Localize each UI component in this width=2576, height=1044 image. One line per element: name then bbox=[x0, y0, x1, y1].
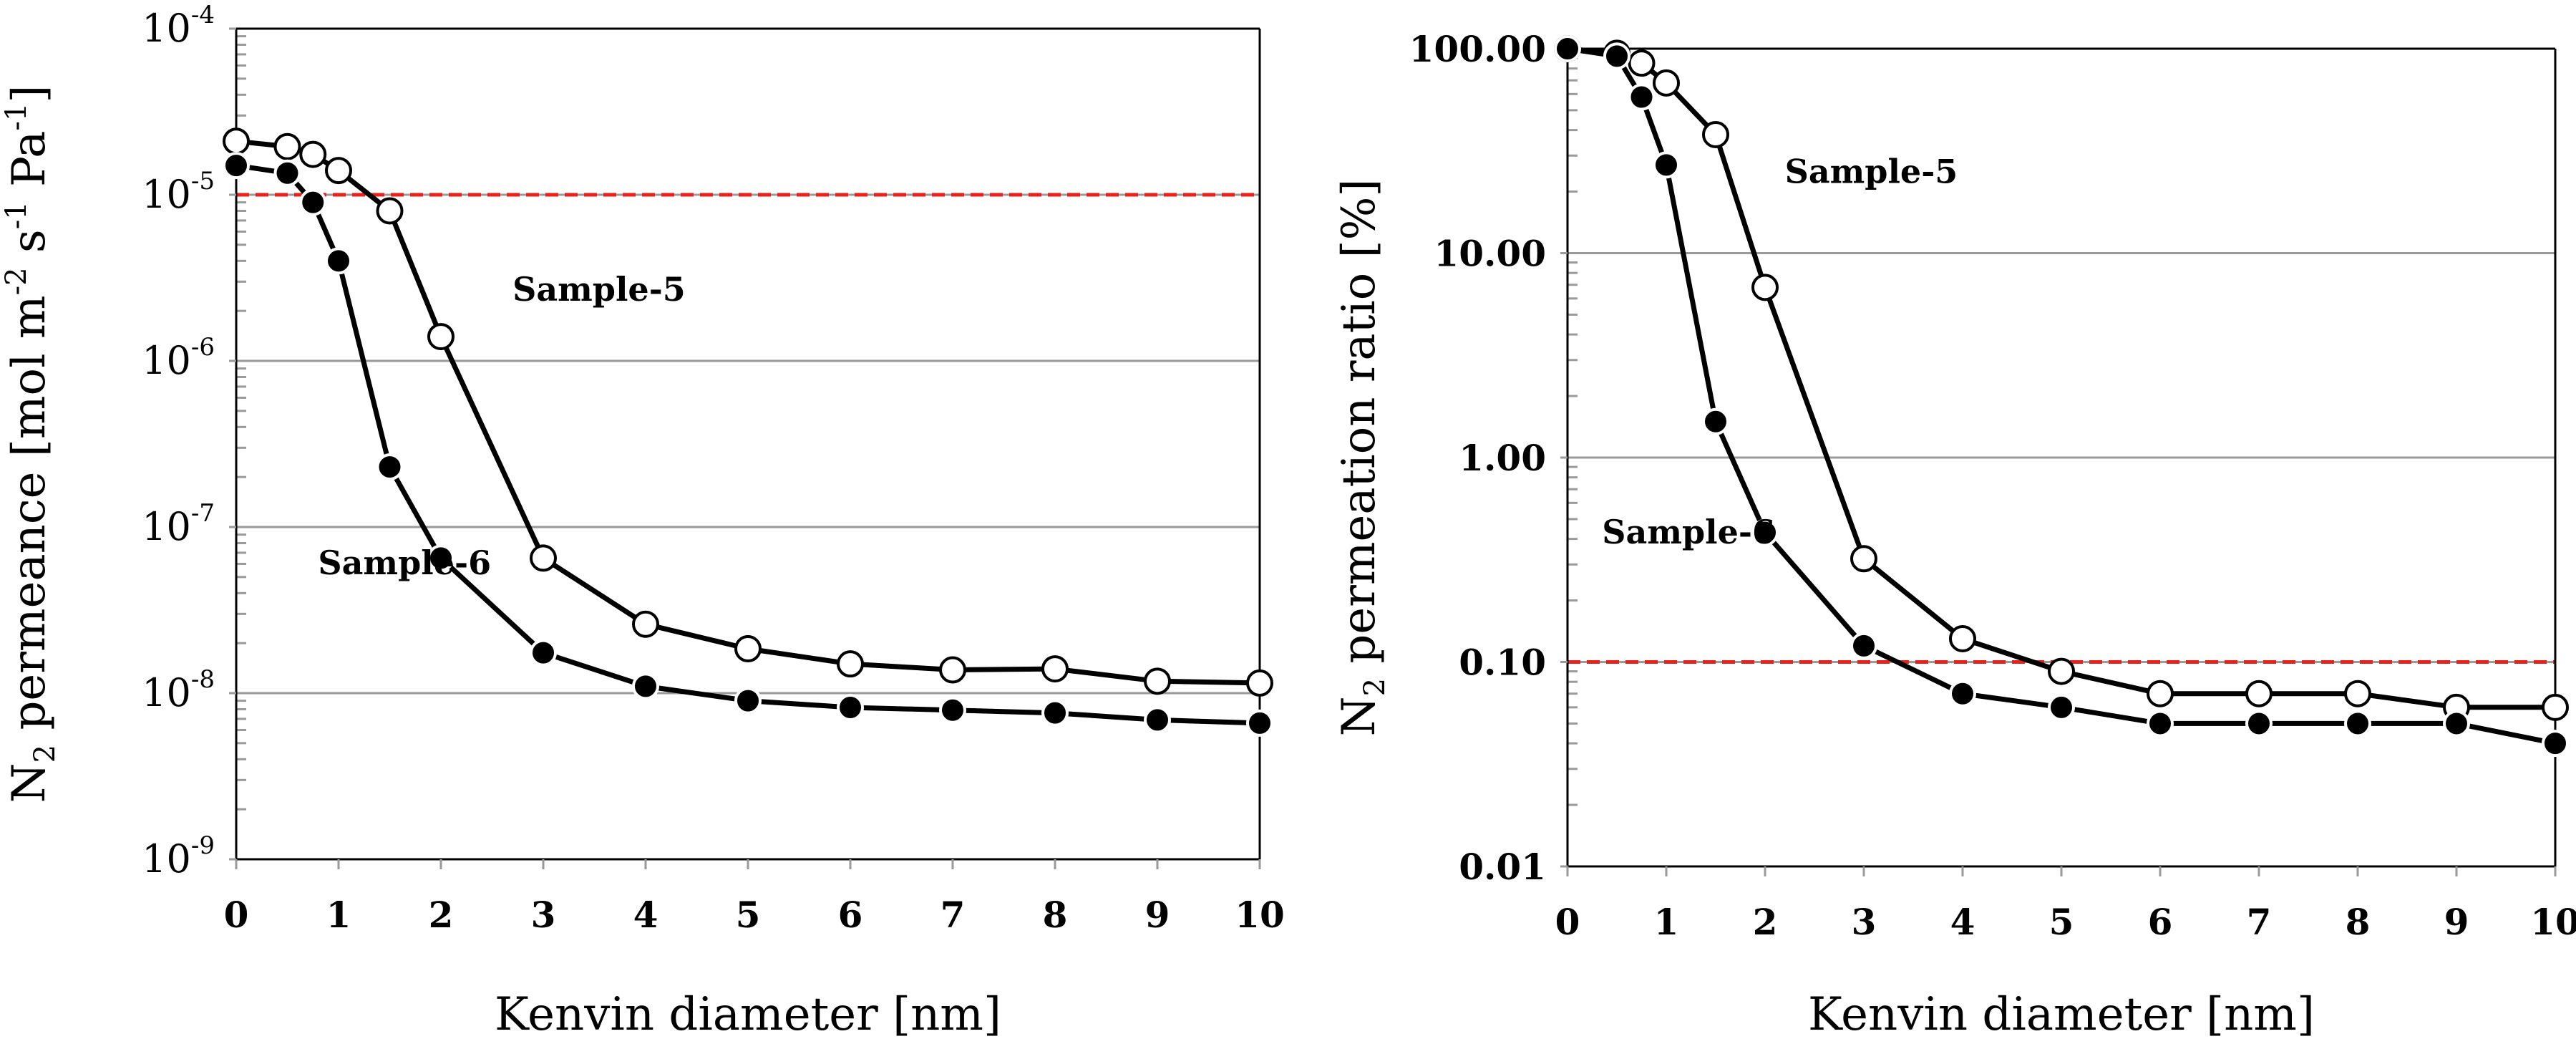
data-point-sample-5 bbox=[1850, 545, 1877, 573]
data-point-sample-5 bbox=[325, 157, 352, 185]
data-point-sample-6 bbox=[427, 544, 455, 572]
permeation-ratio-chart: 0 1 2 3 4 5 6 7 8 9 10 0.01 0.10 1.00 10.00 100.00 Kenvi… bbox=[1333, 28, 2576, 1041]
y-tick-label: 10-9 bbox=[142, 831, 215, 881]
x-tick-label: 7 bbox=[941, 894, 966, 936]
data-point-sample-5 bbox=[376, 197, 404, 225]
y-tick-label: 10.00 bbox=[1434, 233, 1546, 275]
permeance-chart: 0 1 2 3 4 5 6 7 8 9 10 10-9 10-8 10-7 10-6 10-5 10-4 Kenv… bbox=[0, 1, 1285, 1041]
data-point-sample-6 bbox=[2048, 693, 2075, 721]
x-tick-label: 4 bbox=[633, 894, 658, 936]
data-point-sample-5 bbox=[1949, 624, 1976, 652]
data-point-sample-6 bbox=[273, 159, 301, 187]
x-tick-label: 3 bbox=[531, 894, 556, 936]
data-point-sample-5 bbox=[734, 635, 762, 663]
data-point-sample-6 bbox=[1554, 35, 1581, 62]
data-point-sample-5 bbox=[427, 323, 455, 351]
x-tick-label: 2 bbox=[1753, 901, 1778, 943]
series-label-sample-6: Sample-6 bbox=[318, 543, 491, 582]
x-tick-label: 0 bbox=[224, 894, 249, 936]
data-point-sample-5 bbox=[2147, 680, 2174, 707]
data-point-sample-5 bbox=[1702, 120, 1729, 148]
x-tick-label: 6 bbox=[838, 894, 863, 936]
data-point-sample-6 bbox=[1628, 83, 1656, 111]
x-tick-label: 3 bbox=[1852, 901, 1877, 943]
data-point-sample-5 bbox=[1653, 69, 1680, 97]
x-axis-label: Kenvin diameter [nm] bbox=[495, 988, 1001, 1041]
x-tick-label: 10 bbox=[2530, 901, 2576, 943]
data-point-sample-6 bbox=[1702, 407, 1729, 435]
x-tick-label: 9 bbox=[1145, 894, 1170, 936]
series-label-sample-6: Sample-6 bbox=[1602, 513, 1775, 551]
y-tick-label: 1.00 bbox=[1459, 437, 1546, 479]
data-point-sample-6 bbox=[837, 693, 864, 721]
data-point-sample-6 bbox=[1246, 709, 1273, 737]
data-point-sample-6 bbox=[2245, 710, 2273, 738]
x-tick-label: 1 bbox=[326, 894, 351, 936]
series-label-sample-5: Sample-5 bbox=[512, 270, 686, 309]
y-tick-label: 10-5 bbox=[142, 167, 215, 217]
y-axis-label: N2 permeation ratio [%] bbox=[1333, 179, 1391, 737]
y-tick-label: 0.01 bbox=[1459, 846, 1546, 888]
x-tick-label: 0 bbox=[1555, 901, 1580, 943]
data-point-sample-6 bbox=[299, 188, 327, 216]
data-point-sample-5 bbox=[530, 544, 557, 572]
x-tick-label: 1 bbox=[1654, 901, 1679, 943]
data-point-sample-5 bbox=[1041, 655, 1069, 683]
data-point-sample-6 bbox=[1850, 632, 1877, 659]
x-tick-label: 10 bbox=[1235, 894, 1285, 936]
data-point-sample-5 bbox=[1751, 274, 1779, 301]
data-point-sample-5 bbox=[2344, 680, 2371, 707]
data-point-sample-5 bbox=[2245, 680, 2273, 707]
data-point-sample-6 bbox=[734, 687, 762, 715]
y-tick-label: 10-7 bbox=[142, 499, 215, 549]
y-tick-label: 10-6 bbox=[142, 333, 215, 383]
data-point-sample-6 bbox=[325, 247, 352, 275]
x-tick-label: 6 bbox=[2148, 901, 2173, 943]
data-point-sample-6 bbox=[2147, 710, 2174, 738]
x-axis-label: Kenvin diameter [nm] bbox=[1808, 988, 2315, 1041]
data-point-sample-6 bbox=[1041, 699, 1069, 727]
x-tick-label: 5 bbox=[736, 894, 761, 936]
data-point-sample-6 bbox=[1603, 42, 1630, 70]
y-tick-label: 10-8 bbox=[142, 665, 215, 715]
data-point-sample-5 bbox=[1246, 669, 1273, 697]
data-point-sample-5 bbox=[632, 610, 659, 638]
data-point-sample-6 bbox=[223, 152, 250, 180]
y-tick-label: 0.10 bbox=[1459, 642, 1546, 684]
x-tick-label: 4 bbox=[1950, 901, 1975, 943]
data-point-sample-6 bbox=[1751, 518, 1779, 546]
series-label-sample-5: Sample-5 bbox=[1785, 153, 1958, 191]
y-tick-label: 10-4 bbox=[142, 1, 215, 51]
x-tick-label: 5 bbox=[2049, 901, 2074, 943]
data-point-sample-6 bbox=[2443, 710, 2470, 738]
data-point-sample-6 bbox=[1653, 151, 1680, 179]
data-point-sample-5 bbox=[939, 656, 966, 684]
x-tick-label: 8 bbox=[2346, 901, 2371, 943]
x-tick-label: 7 bbox=[2247, 901, 2272, 943]
data-point-sample-6 bbox=[939, 696, 966, 724]
data-point-sample-6 bbox=[376, 453, 404, 481]
data-point-sample-5 bbox=[2048, 657, 2075, 685]
data-point-sample-5 bbox=[273, 132, 301, 160]
data-point-sample-6 bbox=[2344, 710, 2371, 738]
data-point-sample-5 bbox=[2542, 693, 2569, 721]
data-point-sample-5 bbox=[1144, 667, 1171, 695]
data-point-sample-5 bbox=[223, 127, 250, 155]
x-tick-label: 8 bbox=[1043, 894, 1068, 936]
data-point-sample-5 bbox=[1628, 49, 1656, 77]
y-tick-label: 100.00 bbox=[1409, 28, 1546, 70]
x-tick-label: 2 bbox=[429, 894, 454, 936]
data-point-sample-6 bbox=[1144, 706, 1171, 734]
data-point-sample-6 bbox=[2542, 730, 2569, 758]
x-tick-label: 9 bbox=[2444, 901, 2469, 943]
data-point-sample-6 bbox=[632, 672, 659, 700]
data-point-sample-5 bbox=[837, 650, 864, 678]
data-point-sample-6 bbox=[530, 639, 557, 667]
data-point-sample-5 bbox=[299, 140, 327, 168]
data-point-sample-6 bbox=[1949, 680, 1976, 707]
y-axis-label: N2 permeance [mol m-2 s-1 Pa-1] bbox=[0, 85, 62, 803]
